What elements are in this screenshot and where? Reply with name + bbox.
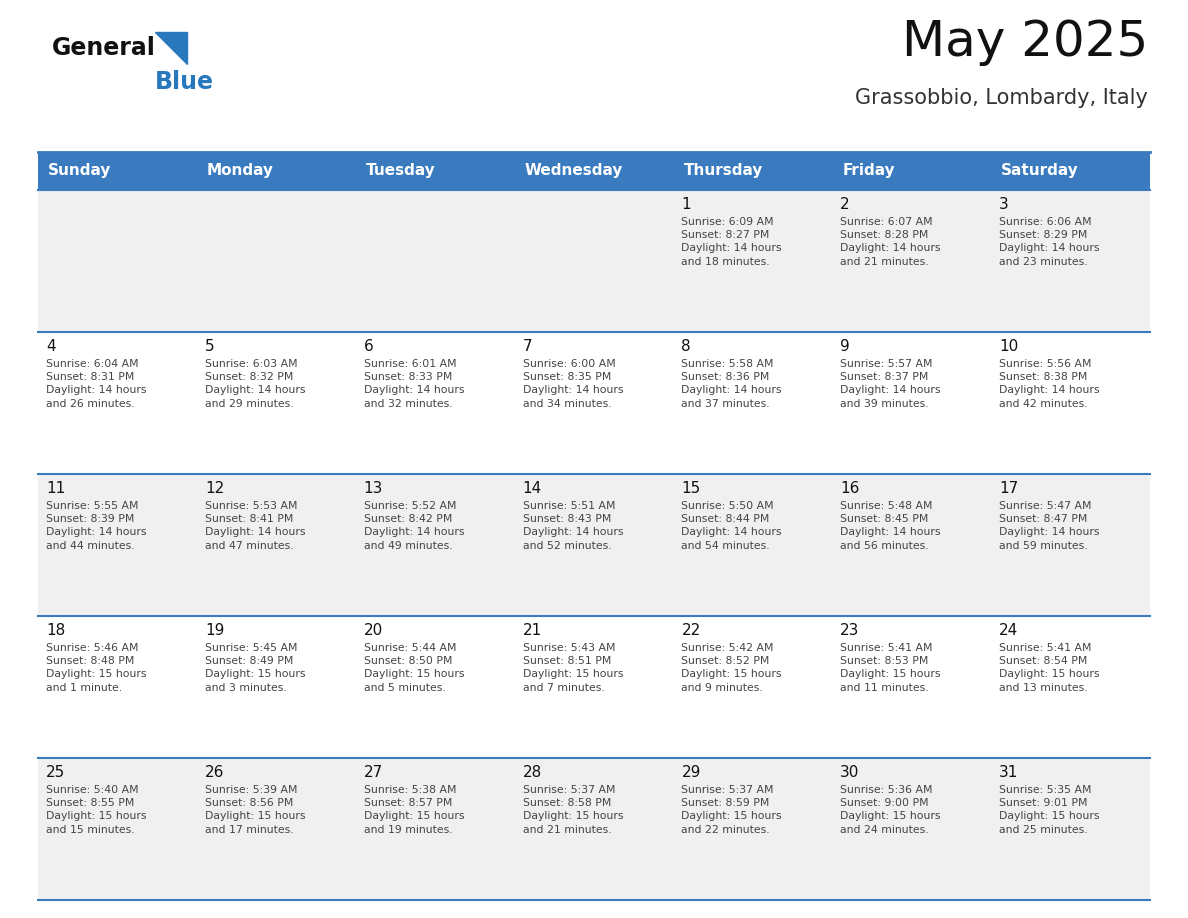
Text: Sunrise: 5:57 AM
Sunset: 8:37 PM
Daylight: 14 hours
and 39 minutes.: Sunrise: 5:57 AM Sunset: 8:37 PM Dayligh… <box>840 359 941 409</box>
Text: Blue: Blue <box>154 70 214 94</box>
Text: Sunrise: 5:50 AM
Sunset: 8:44 PM
Daylight: 14 hours
and 54 minutes.: Sunrise: 5:50 AM Sunset: 8:44 PM Dayligh… <box>682 501 782 551</box>
Text: Sunrise: 5:37 AM
Sunset: 8:58 PM
Daylight: 15 hours
and 21 minutes.: Sunrise: 5:37 AM Sunset: 8:58 PM Dayligh… <box>523 785 623 834</box>
Text: 23: 23 <box>840 623 860 638</box>
Text: 8: 8 <box>682 339 691 354</box>
Bar <box>38 190 1150 332</box>
Text: 1: 1 <box>682 197 691 212</box>
Text: Sunrise: 5:35 AM
Sunset: 9:01 PM
Daylight: 15 hours
and 25 minutes.: Sunrise: 5:35 AM Sunset: 9:01 PM Dayligh… <box>999 785 1100 834</box>
Text: 31: 31 <box>999 765 1018 780</box>
Text: 15: 15 <box>682 481 701 496</box>
Text: 13: 13 <box>364 481 383 496</box>
Text: 22: 22 <box>682 623 701 638</box>
Text: Sunrise: 5:55 AM
Sunset: 8:39 PM
Daylight: 14 hours
and 44 minutes.: Sunrise: 5:55 AM Sunset: 8:39 PM Dayligh… <box>46 501 146 551</box>
Text: Sunrise: 5:41 AM
Sunset: 8:54 PM
Daylight: 15 hours
and 13 minutes.: Sunrise: 5:41 AM Sunset: 8:54 PM Dayligh… <box>999 643 1100 692</box>
Text: General: General <box>52 36 156 60</box>
Text: 14: 14 <box>523 481 542 496</box>
Text: Sunrise: 5:40 AM
Sunset: 8:55 PM
Daylight: 15 hours
and 15 minutes.: Sunrise: 5:40 AM Sunset: 8:55 PM Dayligh… <box>46 785 146 834</box>
Text: 11: 11 <box>46 481 65 496</box>
Text: 24: 24 <box>999 623 1018 638</box>
Text: 12: 12 <box>204 481 225 496</box>
Text: 5: 5 <box>204 339 215 354</box>
Text: 28: 28 <box>523 765 542 780</box>
Text: Sunrise: 5:47 AM
Sunset: 8:47 PM
Daylight: 14 hours
and 59 minutes.: Sunrise: 5:47 AM Sunset: 8:47 PM Dayligh… <box>999 501 1100 551</box>
Text: 21: 21 <box>523 623 542 638</box>
Polygon shape <box>154 32 187 64</box>
Text: 3: 3 <box>999 197 1009 212</box>
Text: Sunday: Sunday <box>48 163 112 178</box>
Bar <box>38 758 1150 900</box>
Text: 20: 20 <box>364 623 383 638</box>
Text: Sunrise: 6:06 AM
Sunset: 8:29 PM
Daylight: 14 hours
and 23 minutes.: Sunrise: 6:06 AM Sunset: 8:29 PM Dayligh… <box>999 217 1100 266</box>
Bar <box>38 616 1150 758</box>
Text: 25: 25 <box>46 765 65 780</box>
Text: Sunrise: 5:38 AM
Sunset: 8:57 PM
Daylight: 15 hours
and 19 minutes.: Sunrise: 5:38 AM Sunset: 8:57 PM Dayligh… <box>364 785 465 834</box>
Text: 27: 27 <box>364 765 383 780</box>
Text: Sunrise: 5:43 AM
Sunset: 8:51 PM
Daylight: 15 hours
and 7 minutes.: Sunrise: 5:43 AM Sunset: 8:51 PM Dayligh… <box>523 643 623 692</box>
Text: Grassobbio, Lombardy, Italy: Grassobbio, Lombardy, Italy <box>855 88 1148 108</box>
Text: Wednesday: Wednesday <box>525 163 623 178</box>
Text: 6: 6 <box>364 339 373 354</box>
Text: Sunrise: 5:58 AM
Sunset: 8:36 PM
Daylight: 14 hours
and 37 minutes.: Sunrise: 5:58 AM Sunset: 8:36 PM Dayligh… <box>682 359 782 409</box>
Text: 18: 18 <box>46 623 65 638</box>
Text: 16: 16 <box>840 481 860 496</box>
Text: Friday: Friday <box>842 163 895 178</box>
Text: Sunrise: 6:04 AM
Sunset: 8:31 PM
Daylight: 14 hours
and 26 minutes.: Sunrise: 6:04 AM Sunset: 8:31 PM Dayligh… <box>46 359 146 409</box>
Text: Sunrise: 5:41 AM
Sunset: 8:53 PM
Daylight: 15 hours
and 11 minutes.: Sunrise: 5:41 AM Sunset: 8:53 PM Dayligh… <box>840 643 941 692</box>
Text: Sunrise: 5:39 AM
Sunset: 8:56 PM
Daylight: 15 hours
and 17 minutes.: Sunrise: 5:39 AM Sunset: 8:56 PM Dayligh… <box>204 785 305 834</box>
Text: 29: 29 <box>682 765 701 780</box>
Text: Sunrise: 5:51 AM
Sunset: 8:43 PM
Daylight: 14 hours
and 52 minutes.: Sunrise: 5:51 AM Sunset: 8:43 PM Dayligh… <box>523 501 623 551</box>
Text: Sunrise: 6:00 AM
Sunset: 8:35 PM
Daylight: 14 hours
and 34 minutes.: Sunrise: 6:00 AM Sunset: 8:35 PM Dayligh… <box>523 359 623 409</box>
Text: Sunrise: 5:44 AM
Sunset: 8:50 PM
Daylight: 15 hours
and 5 minutes.: Sunrise: 5:44 AM Sunset: 8:50 PM Dayligh… <box>364 643 465 692</box>
Text: 19: 19 <box>204 623 225 638</box>
Text: Sunrise: 5:46 AM
Sunset: 8:48 PM
Daylight: 15 hours
and 1 minute.: Sunrise: 5:46 AM Sunset: 8:48 PM Dayligh… <box>46 643 146 692</box>
Text: May 2025: May 2025 <box>902 18 1148 66</box>
Text: Sunrise: 5:48 AM
Sunset: 8:45 PM
Daylight: 14 hours
and 56 minutes.: Sunrise: 5:48 AM Sunset: 8:45 PM Dayligh… <box>840 501 941 551</box>
Text: Sunrise: 5:45 AM
Sunset: 8:49 PM
Daylight: 15 hours
and 3 minutes.: Sunrise: 5:45 AM Sunset: 8:49 PM Dayligh… <box>204 643 305 692</box>
Text: 26: 26 <box>204 765 225 780</box>
Text: 4: 4 <box>46 339 56 354</box>
Text: Sunrise: 6:09 AM
Sunset: 8:27 PM
Daylight: 14 hours
and 18 minutes.: Sunrise: 6:09 AM Sunset: 8:27 PM Dayligh… <box>682 217 782 266</box>
Text: 7: 7 <box>523 339 532 354</box>
Text: 9: 9 <box>840 339 851 354</box>
Text: Sunrise: 5:36 AM
Sunset: 9:00 PM
Daylight: 15 hours
and 24 minutes.: Sunrise: 5:36 AM Sunset: 9:00 PM Dayligh… <box>840 785 941 834</box>
Text: Monday: Monday <box>207 163 274 178</box>
Text: Sunrise: 5:42 AM
Sunset: 8:52 PM
Daylight: 15 hours
and 9 minutes.: Sunrise: 5:42 AM Sunset: 8:52 PM Dayligh… <box>682 643 782 692</box>
Text: Sunrise: 5:52 AM
Sunset: 8:42 PM
Daylight: 14 hours
and 49 minutes.: Sunrise: 5:52 AM Sunset: 8:42 PM Dayligh… <box>364 501 465 551</box>
Text: Saturday: Saturday <box>1001 163 1079 178</box>
Text: Sunrise: 6:01 AM
Sunset: 8:33 PM
Daylight: 14 hours
and 32 minutes.: Sunrise: 6:01 AM Sunset: 8:33 PM Dayligh… <box>364 359 465 409</box>
Text: Tuesday: Tuesday <box>366 163 436 178</box>
Text: Sunrise: 5:53 AM
Sunset: 8:41 PM
Daylight: 14 hours
and 47 minutes.: Sunrise: 5:53 AM Sunset: 8:41 PM Dayligh… <box>204 501 305 551</box>
Text: Thursday: Thursday <box>683 163 763 178</box>
Text: Sunrise: 5:56 AM
Sunset: 8:38 PM
Daylight: 14 hours
and 42 minutes.: Sunrise: 5:56 AM Sunset: 8:38 PM Dayligh… <box>999 359 1100 409</box>
Text: 17: 17 <box>999 481 1018 496</box>
Bar <box>38 152 1150 190</box>
Text: Sunrise: 6:07 AM
Sunset: 8:28 PM
Daylight: 14 hours
and 21 minutes.: Sunrise: 6:07 AM Sunset: 8:28 PM Dayligh… <box>840 217 941 266</box>
Bar <box>38 474 1150 616</box>
Text: 2: 2 <box>840 197 849 212</box>
Text: Sunrise: 5:37 AM
Sunset: 8:59 PM
Daylight: 15 hours
and 22 minutes.: Sunrise: 5:37 AM Sunset: 8:59 PM Dayligh… <box>682 785 782 834</box>
Text: 30: 30 <box>840 765 860 780</box>
Text: 10: 10 <box>999 339 1018 354</box>
Bar <box>38 332 1150 474</box>
Text: Sunrise: 6:03 AM
Sunset: 8:32 PM
Daylight: 14 hours
and 29 minutes.: Sunrise: 6:03 AM Sunset: 8:32 PM Dayligh… <box>204 359 305 409</box>
